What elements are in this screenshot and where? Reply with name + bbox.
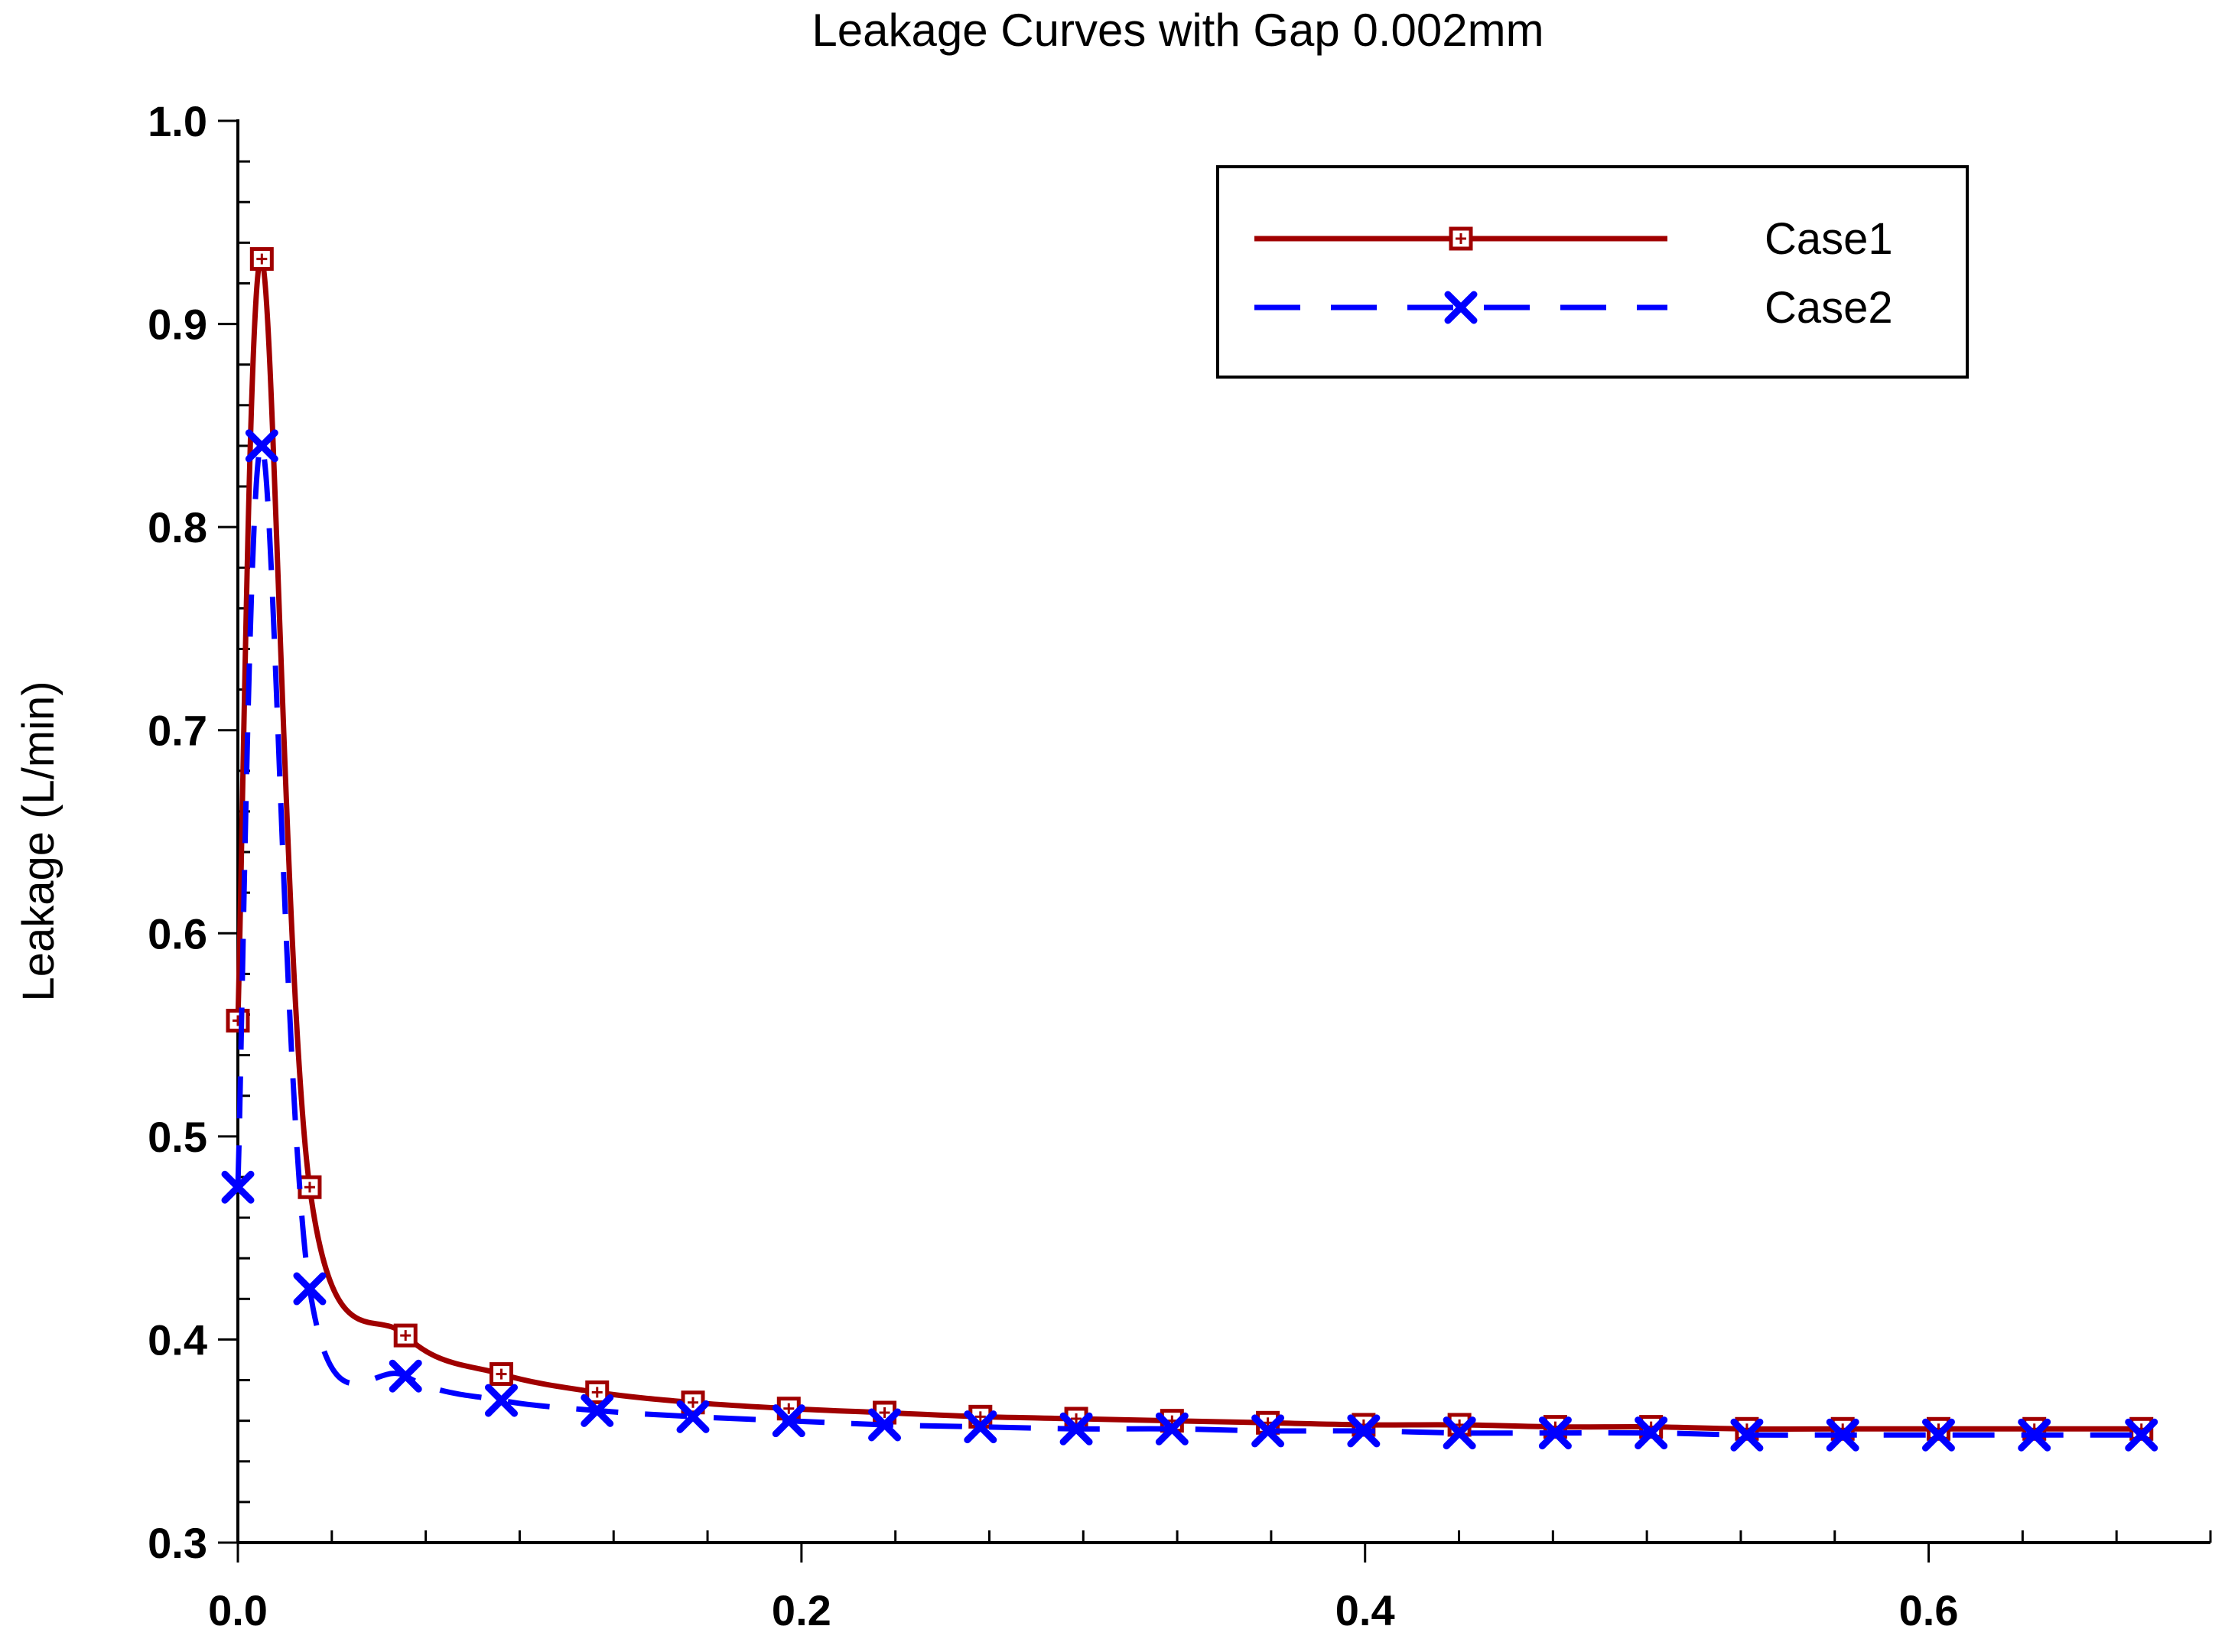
x-tick-label: 0.4 <box>1335 1586 1395 1634</box>
legend-marker-case2-shape-b <box>1444 291 1478 324</box>
data-point-case2-b <box>1347 1414 1381 1448</box>
series-line-case2 <box>235 443 2142 1438</box>
legend-marker-case1 <box>1449 226 1473 251</box>
data-point-case2-b <box>1443 1416 1476 1450</box>
x-tick-label: 0.6 <box>1899 1586 1959 1634</box>
y-tick-label: 0.5 <box>148 1113 207 1161</box>
data-point-case2-b <box>1826 1418 1859 1452</box>
y-tick-label: 0.8 <box>148 503 207 551</box>
data-point-case2-b <box>1635 1416 1668 1450</box>
data-point-case2-b <box>245 429 278 463</box>
y-tick-label: 1.0 <box>148 97 207 145</box>
data-point-case2-b <box>2018 1418 2051 1452</box>
data-point-case1 <box>393 1323 418 1348</box>
x-tick-label: 0.2 <box>772 1586 831 1634</box>
data-point-case2-b <box>581 1393 614 1427</box>
y-tick-label: 0.3 <box>148 1519 207 1567</box>
y-tick-label: 0.4 <box>148 1315 207 1364</box>
y-axis-label: Leakage (L/min) <box>14 681 63 1001</box>
data-point-case2-b <box>1059 1412 1093 1446</box>
x-tick-label: 0.0 <box>208 1586 268 1634</box>
data-point-case2-b <box>1921 1418 1955 1452</box>
axes-group: 0.3 0.4 0.5 0.6 0.7 0.8 0.9 1.0 0.0 0.2 0.4 0.6 <box>148 97 2212 1634</box>
y-tick-label: 0.6 <box>148 909 207 958</box>
data-point-case2-b <box>1251 1414 1285 1448</box>
legend-label-case1: Case1 <box>1765 214 1893 264</box>
y-tick-label: 0.9 <box>148 301 207 349</box>
legend: Case1 Case2 <box>1216 165 1969 379</box>
y-tick-label: 0.7 <box>148 707 207 755</box>
legend-box <box>1216 165 1969 379</box>
series-group <box>221 247 2158 1452</box>
chart-title: Leakage Curves with Gap 0.002mm <box>812 5 1544 56</box>
legend-marker-case2 <box>1444 291 1478 324</box>
data-point-case2-b <box>2125 1418 2158 1452</box>
data-point-case2-b <box>389 1359 422 1393</box>
data-point-case2-b <box>772 1404 805 1438</box>
legend-label-case2: Case2 <box>1765 283 1893 333</box>
data-point-case2-b <box>1155 1412 1189 1446</box>
data-point-case2-b <box>964 1410 997 1444</box>
data-point-case2-b <box>484 1384 518 1417</box>
data-point-case2-b <box>1730 1418 1764 1452</box>
data-point-case2-b <box>868 1408 902 1442</box>
data-point-case1 <box>489 1362 513 1387</box>
series-line-case1 <box>235 255 2142 1432</box>
data-point-case2-b <box>221 1170 255 1204</box>
data-point-case2-b <box>293 1272 327 1306</box>
data-point-case2-b <box>1538 1416 1572 1450</box>
data-point-case2-b <box>676 1400 710 1433</box>
